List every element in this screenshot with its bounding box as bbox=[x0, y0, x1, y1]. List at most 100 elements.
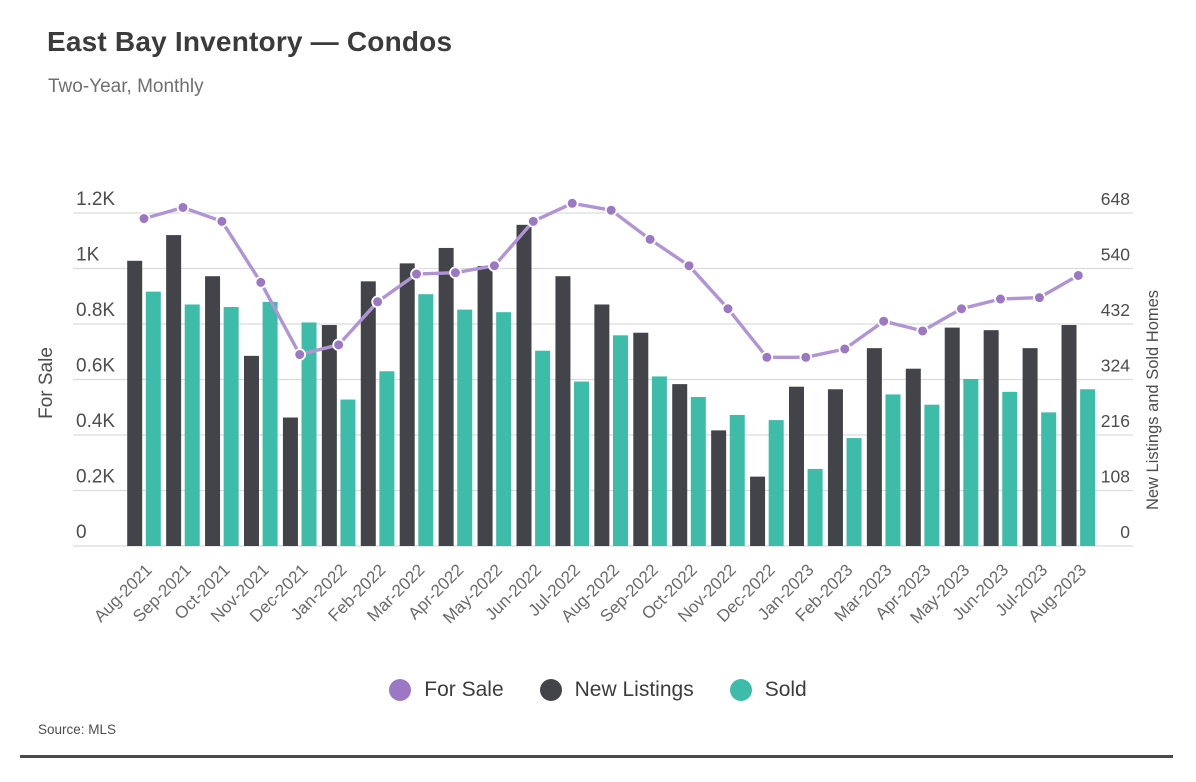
legend-label-for-sale: For Sale bbox=[424, 678, 504, 701]
left-axis-title: For Sale bbox=[36, 347, 57, 419]
bar-new-listings-nov-2022[interactable] bbox=[711, 430, 727, 546]
bar-new-listings-nov-2021[interactable] bbox=[243, 355, 259, 546]
point-for-sale-sep-2022[interactable] bbox=[643, 233, 657, 246]
bar-new-listings-apr-2022[interactable] bbox=[438, 247, 454, 546]
bar-sold-feb-2022[interactable] bbox=[379, 371, 395, 546]
right-axis-tick-540: 540 bbox=[1101, 245, 1130, 265]
point-for-sale-may-2022[interactable] bbox=[488, 259, 501, 273]
bar-sold-oct-2022[interactable] bbox=[690, 396, 706, 546]
point-for-sale-apr-2023[interactable] bbox=[916, 324, 929, 338]
bar-new-listings-dec-2022[interactable] bbox=[750, 476, 766, 546]
point-for-sale-aug-2022[interactable] bbox=[604, 203, 618, 217]
bar-sold-apr-2023[interactable] bbox=[924, 404, 940, 546]
bar-sold-dec-2022[interactable] bbox=[768, 420, 784, 546]
bar-new-listings-oct-2022[interactable] bbox=[672, 384, 688, 546]
right-axis-tick-432: 432 bbox=[1101, 300, 1130, 320]
source-note: Source: MLS bbox=[38, 722, 117, 737]
bar-sold-jun-2022[interactable] bbox=[535, 350, 551, 546]
point-for-sale-feb-2023[interactable] bbox=[838, 342, 852, 356]
point-for-sale-feb-2022[interactable] bbox=[371, 295, 384, 309]
point-for-sale-dec-2022[interactable] bbox=[760, 350, 774, 364]
legend-item-for-sale[interactable]: For Sale bbox=[389, 678, 504, 702]
point-for-sale-aug-2021[interactable] bbox=[137, 212, 151, 225]
point-for-sale-jan-2023[interactable] bbox=[799, 350, 813, 364]
bar-sold-aug-2021[interactable] bbox=[145, 291, 161, 546]
bar-sold-may-2022[interactable] bbox=[496, 312, 512, 546]
bar-new-listings-sep-2021[interactable] bbox=[166, 235, 182, 546]
point-for-sale-mar-2023[interactable] bbox=[877, 314, 890, 328]
footer-divider bbox=[20, 755, 1173, 758]
bar-sold-oct-2021[interactable] bbox=[223, 307, 239, 546]
bar-new-listings-may-2023[interactable] bbox=[944, 327, 960, 546]
bar-sold-may-2023[interactable] bbox=[963, 378, 979, 546]
bar-sold-feb-2023[interactable] bbox=[846, 438, 862, 546]
bar-sold-mar-2022[interactable] bbox=[418, 294, 434, 546]
point-for-sale-jul-2023[interactable] bbox=[1033, 291, 1046, 304]
bar-new-listings-jan-2023[interactable] bbox=[789, 386, 805, 546]
legend-item-new-listings[interactable]: New Listings bbox=[539, 678, 694, 702]
point-for-sale-oct-2022[interactable] bbox=[682, 259, 696, 273]
point-for-sale-dec-2021[interactable] bbox=[293, 348, 307, 361]
bar-new-listings-aug-2022[interactable] bbox=[594, 304, 610, 546]
bar-new-listings-jul-2022[interactable] bbox=[555, 276, 571, 546]
bar-sold-sep-2022[interactable] bbox=[651, 376, 667, 546]
bar-sold-jan-2022[interactable] bbox=[340, 399, 356, 546]
bar-new-listings-jul-2023[interactable] bbox=[1022, 348, 1038, 546]
point-for-sale-may-2023[interactable] bbox=[955, 302, 968, 316]
bar-new-listings-apr-2023[interactable] bbox=[905, 368, 921, 546]
point-for-sale-aug-2023[interactable] bbox=[1072, 269, 1085, 282]
new-listings-swatch-icon bbox=[539, 679, 562, 701]
bar-new-listings-jan-2022[interactable] bbox=[321, 325, 337, 546]
bar-sold-mar-2023[interactable] bbox=[885, 394, 901, 546]
point-for-sale-jun-2022[interactable] bbox=[526, 215, 540, 228]
point-for-sale-oct-2021[interactable] bbox=[215, 215, 229, 228]
for-sale-swatch-icon bbox=[389, 679, 412, 701]
left-axis-tick-0-6k: 0.6K bbox=[76, 356, 115, 377]
page-subtitle: Two-Year, Monthly bbox=[48, 76, 204, 97]
bar-sold-apr-2022[interactable] bbox=[457, 309, 473, 546]
bar-new-listings-jun-2023[interactable] bbox=[983, 330, 999, 546]
right-axis-tick-216: 216 bbox=[1101, 411, 1130, 431]
bar-sold-nov-2022[interactable] bbox=[729, 414, 745, 546]
point-for-sale-nov-2022[interactable] bbox=[721, 302, 735, 316]
right-axis-tick-108: 108 bbox=[1101, 467, 1130, 487]
bar-sold-aug-2023[interactable] bbox=[1080, 389, 1096, 546]
bar-new-listings-feb-2023[interactable] bbox=[827, 389, 843, 546]
bar-new-listings-jun-2022[interactable] bbox=[516, 224, 532, 546]
bar-sold-aug-2022[interactable] bbox=[612, 335, 628, 546]
bar-sold-jul-2023[interactable] bbox=[1041, 412, 1057, 546]
bar-new-listings-aug-2021[interactable] bbox=[127, 260, 143, 546]
right-axis-title: New Listings and Sold Homes bbox=[1144, 290, 1162, 510]
point-for-sale-jan-2022[interactable] bbox=[332, 338, 345, 352]
bar-sold-nov-2021[interactable] bbox=[262, 301, 278, 546]
left-axis-tick-1k: 1K bbox=[76, 245, 100, 266]
bar-new-listings-mar-2023[interactable] bbox=[866, 348, 882, 546]
point-for-sale-nov-2021[interactable] bbox=[254, 276, 268, 289]
bar-new-listings-sep-2022[interactable] bbox=[633, 332, 649, 546]
left-axis-tick-0-4k: 0.4K bbox=[76, 411, 115, 432]
point-for-sale-mar-2022[interactable] bbox=[410, 267, 423, 281]
bar-new-listings-may-2022[interactable] bbox=[477, 265, 493, 546]
bar-sold-jan-2023[interactable] bbox=[807, 468, 823, 546]
left-axis-tick-0-2k: 0.2K bbox=[76, 467, 115, 488]
bar-sold-jun-2023[interactable] bbox=[1002, 391, 1018, 546]
point-for-sale-jul-2022[interactable] bbox=[565, 196, 579, 210]
bar-new-listings-mar-2022[interactable] bbox=[399, 263, 415, 546]
sold-swatch-icon bbox=[729, 679, 752, 701]
bar-new-listings-feb-2022[interactable] bbox=[360, 281, 376, 546]
point-for-sale-sep-2021[interactable] bbox=[176, 201, 190, 214]
for-sale-line bbox=[143, 201, 1080, 359]
point-for-sale-jun-2023[interactable] bbox=[994, 292, 1007, 306]
bar-sold-dec-2021[interactable] bbox=[301, 322, 317, 546]
bar-new-listings-oct-2021[interactable] bbox=[205, 276, 221, 546]
right-axis-tick-324: 324 bbox=[1101, 356, 1130, 376]
legend-item-sold[interactable]: Sold bbox=[729, 678, 807, 702]
bar-sold-sep-2021[interactable] bbox=[184, 304, 200, 546]
left-axis-tick-0-8k: 0.8K bbox=[76, 300, 115, 321]
bar-new-listings-aug-2023[interactable] bbox=[1061, 325, 1077, 546]
chart-legend: For Sale New Listings Sold bbox=[0, 670, 1196, 710]
bar-sold-jul-2022[interactable] bbox=[574, 381, 590, 546]
point-for-sale-apr-2022[interactable] bbox=[449, 266, 462, 279]
bar-new-listings-dec-2021[interactable] bbox=[282, 417, 298, 546]
legend-label-new-listings: New Listings bbox=[574, 678, 694, 701]
